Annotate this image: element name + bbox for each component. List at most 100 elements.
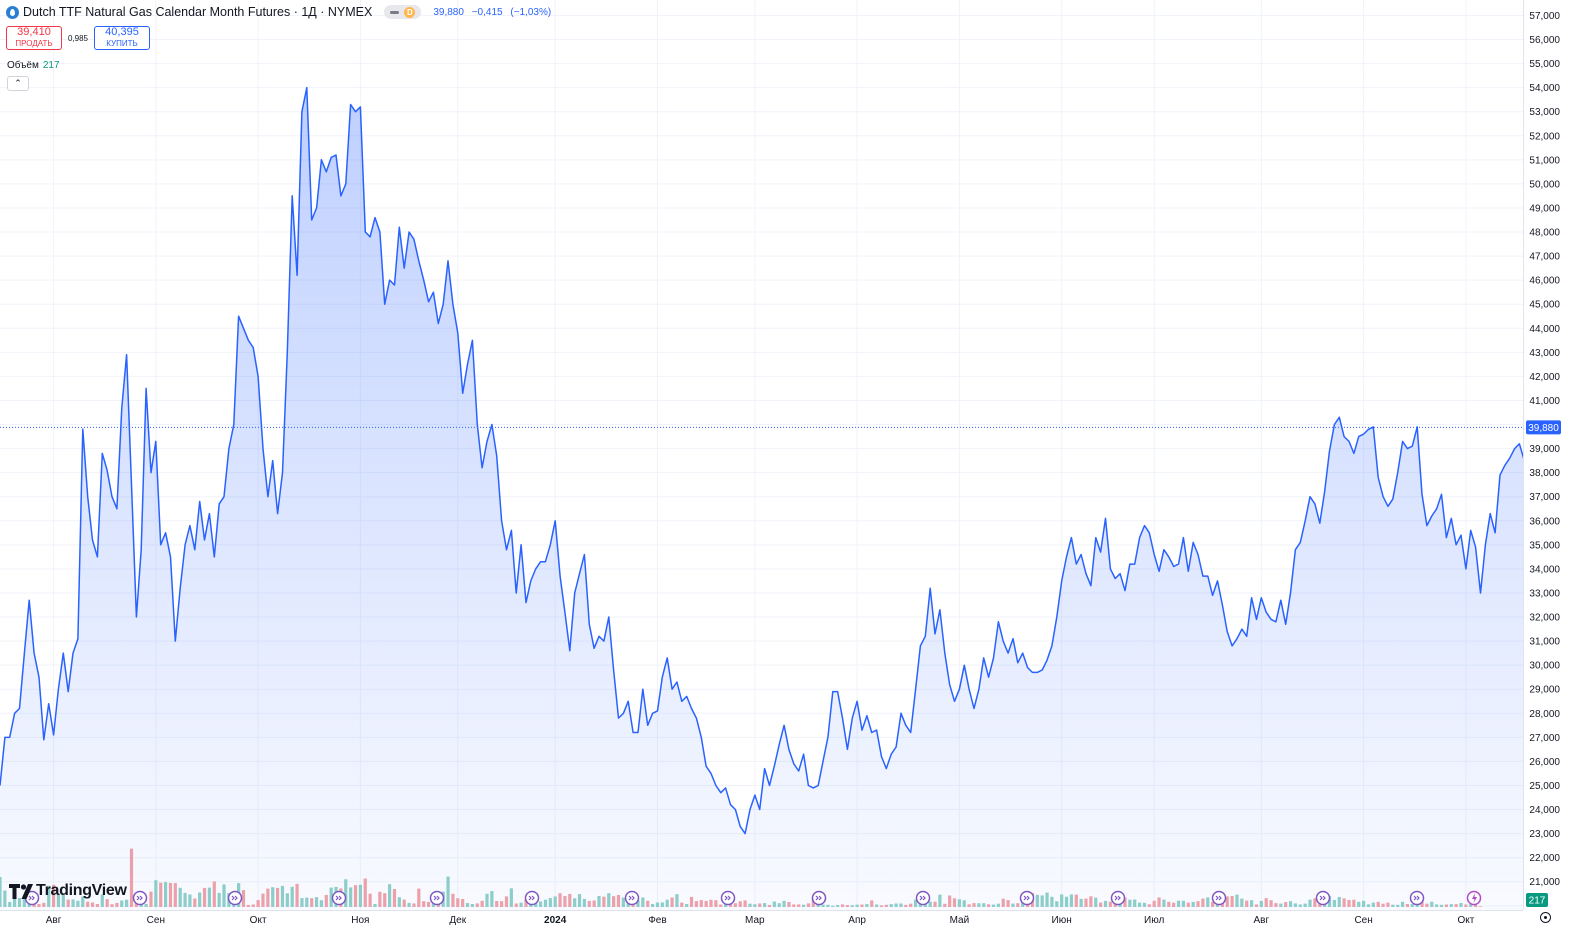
- last-price: 39,880: [433, 6, 464, 18]
- time-tick-label: Июл: [1144, 915, 1164, 926]
- trade-buttons: 39,410 ПРОДАТЬ 0,985 40,395 КУПИТЬ: [6, 26, 150, 50]
- symbol-legend[interactable]: Dutch TTF Natural Gas Calendar Month Fut…: [6, 5, 551, 19]
- price-tick-label: 32,000: [1529, 613, 1560, 624]
- sell-label: ПРОДАТЬ: [15, 39, 53, 48]
- sell-button[interactable]: 39,410 ПРОДАТЬ: [6, 26, 62, 50]
- price-tick-label: 21,000: [1529, 877, 1560, 888]
- time-tick-label: Июн: [1052, 915, 1072, 926]
- time-tick-label: Фев: [648, 915, 666, 926]
- price-axis[interactable]: 21,000 22,000 23,000 24,000 25,000 26,000 27,0…: [1523, 0, 1562, 910]
- time-tick-label: Окт: [1457, 915, 1474, 926]
- price-area-fill: [0, 87, 1523, 910]
- price-tick-label: 45,000: [1529, 300, 1560, 311]
- time-tick-label: Мар: [745, 915, 765, 926]
- event-marker-icon[interactable]: [429, 890, 445, 906]
- visibility-pill[interactable]: D: [384, 5, 422, 19]
- price-change-pct: (−1,03%): [510, 6, 552, 18]
- last-price-label: 39,880: [1528, 423, 1559, 434]
- collapse-legend-button[interactable]: ⌃: [7, 76, 29, 91]
- chevron-up-icon: ⌃: [14, 78, 22, 88]
- time-tick-label: Авг: [46, 915, 62, 926]
- gas-drop-icon: [6, 5, 19, 19]
- price-tick-label: 35,000: [1529, 540, 1560, 551]
- price-tick-label: 50,000: [1529, 179, 1560, 190]
- price-tick-label: 57,000: [1529, 11, 1560, 22]
- lightning-event-icon[interactable]: [1466, 890, 1482, 906]
- logo-text: TradingView: [36, 882, 127, 899]
- volume-label-bg: [1526, 893, 1548, 907]
- time-tick-label: 2024: [544, 915, 567, 926]
- price-tick-label: 39,000: [1529, 444, 1560, 455]
- time-tick-label: Сен: [1354, 915, 1372, 926]
- price-tick-label: 54,000: [1529, 83, 1560, 94]
- price-tick-label: 47,000: [1529, 252, 1560, 263]
- price-tick-label: 37,000: [1529, 492, 1560, 503]
- price-line: [0, 86, 1523, 835]
- volume-value: 217: [42, 60, 60, 71]
- price-tick-label: 55,000: [1529, 59, 1560, 70]
- event-marker-icon[interactable]: [132, 890, 148, 906]
- time-tick-label: Авг: [1254, 915, 1270, 926]
- event-marker-icon[interactable]: [1211, 890, 1227, 906]
- price-tick-label: 42,000: [1529, 372, 1560, 383]
- price-tick-label: 51,000: [1529, 155, 1560, 166]
- spread-value: 0,985: [67, 33, 89, 43]
- price-tick-label: 22,000: [1529, 853, 1560, 864]
- event-marker-icon[interactable]: [24, 890, 40, 906]
- price-tick-label: 46,000: [1529, 276, 1560, 287]
- last-price-label-bg: [1526, 420, 1561, 435]
- event-marker-icon[interactable]: [331, 890, 347, 906]
- time-tick-label: Окт: [250, 915, 267, 926]
- current-volume-label: 217: [1529, 896, 1546, 907]
- quote-values: 39,880 −0,415 (−1,03%): [433, 7, 551, 18]
- price-tick-label: 53,000: [1529, 107, 1560, 118]
- price-tick-label: 28,000: [1529, 709, 1560, 720]
- time-tick-label: Сен: [147, 915, 165, 926]
- price-tick-label: 48,000: [1529, 228, 1560, 239]
- price-tick-label: 33,000: [1529, 588, 1560, 599]
- tradingview-logo-icon: [9, 883, 33, 899]
- event-marker-icon[interactable]: [227, 890, 243, 906]
- time-tick-label: Ноя: [351, 915, 369, 926]
- price-tick-label: 56,000: [1529, 35, 1560, 46]
- price-tick-label: 52,000: [1529, 131, 1560, 142]
- price-tick-label: 30,000: [1529, 661, 1560, 672]
- price-tick-label: 43,000: [1529, 348, 1560, 359]
- time-axis[interactable]: Авг Сен Окт Ноя Дек 2024 Фев Мар Апр Май Июн Июл Авг…: [0, 910, 1523, 927]
- volume-legend[interactable]: Объём 217: [7, 60, 60, 71]
- price-tick-label: 38,000: [1529, 468, 1560, 479]
- gear-icon[interactable]: [1540, 912, 1551, 923]
- event-marker-icon[interactable]: [1315, 890, 1331, 906]
- tradingview-logo[interactable]: TradingView: [9, 882, 127, 900]
- time-tick-label: Май: [950, 915, 970, 926]
- eye-icon: [390, 10, 400, 14]
- event-marker-icon[interactable]: [524, 890, 540, 906]
- price-tick-label: 27,000: [1529, 733, 1560, 744]
- delayed-badge: D: [404, 6, 416, 18]
- price-tick-label: 34,000: [1529, 564, 1560, 575]
- price-tick-label: 25,000: [1529, 781, 1560, 792]
- event-marker-icon[interactable]: [1019, 890, 1035, 906]
- event-marker-icon[interactable]: [1409, 890, 1425, 906]
- price-tick-label: 49,000: [1529, 203, 1560, 214]
- symbol-title[interactable]: Dutch TTF Natural Gas Calendar Month Fut…: [23, 5, 373, 19]
- event-marker-icon[interactable]: [1110, 890, 1126, 906]
- event-marker-icon[interactable]: [720, 890, 736, 906]
- price-tick-label: 23,000: [1529, 829, 1560, 840]
- price-tick-label: 26,000: [1529, 757, 1560, 768]
- event-marker-icon[interactable]: [624, 890, 640, 906]
- price-tick-label: 31,000: [1529, 637, 1560, 648]
- sell-price: 39,410: [17, 26, 51, 38]
- event-marker-icon[interactable]: [915, 890, 931, 906]
- event-markers[interactable]: [24, 890, 1482, 906]
- price-tick-label: 41,000: [1529, 396, 1560, 407]
- volume-label: Объём: [7, 60, 39, 71]
- price-tick-label: 29,000: [1529, 685, 1560, 696]
- price-tick-label: 24,000: [1529, 805, 1560, 816]
- price-tick-label: 44,000: [1529, 324, 1560, 335]
- buy-button[interactable]: 40,395 КУПИТЬ: [94, 26, 150, 50]
- event-marker-icon[interactable]: [811, 890, 827, 906]
- price-tick-label: 36,000: [1529, 516, 1560, 527]
- buy-label: КУПИТЬ: [106, 39, 138, 48]
